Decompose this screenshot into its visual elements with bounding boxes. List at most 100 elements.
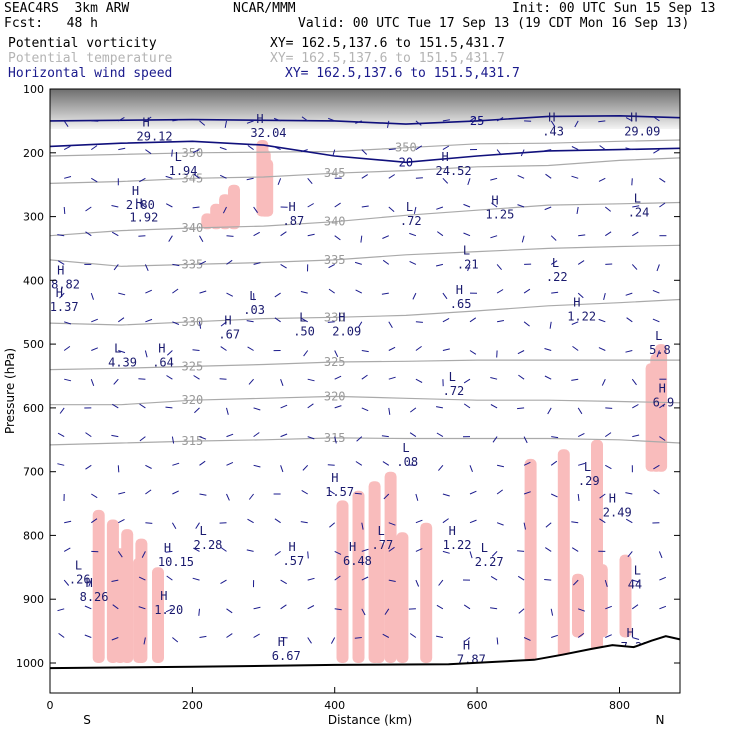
wind-vector — [165, 203, 173, 208]
wind-vector — [220, 546, 227, 552]
wind-vector — [193, 173, 200, 179]
wind-vector — [520, 149, 525, 157]
wind-vector — [246, 120, 254, 124]
wind-vector — [280, 404, 288, 409]
shading-patch — [524, 458, 537, 663]
theta-contour-label: 315 — [182, 434, 204, 448]
x-axis-title: Distance (km) — [328, 713, 412, 727]
wind-vector — [625, 147, 633, 151]
wind-vector — [496, 464, 505, 468]
wind-vector — [523, 522, 526, 530]
wind-vector — [361, 205, 369, 208]
wind-vector — [248, 378, 254, 385]
y-tick-label: 800 — [23, 529, 44, 542]
wind-vector — [496, 289, 504, 294]
org-label: NCAR/MMM — [233, 1, 296, 16]
extremum-marker: L — [175, 150, 182, 164]
wind-vector — [247, 346, 254, 351]
wind-vector — [165, 608, 173, 613]
wind-vector — [545, 547, 552, 552]
shading-patch — [557, 449, 570, 663]
wind-vector — [111, 434, 119, 438]
wind-vector — [544, 579, 552, 581]
wind-vector — [415, 493, 419, 501]
wind-vector — [381, 435, 389, 438]
y-axis-title: Pressure (hPa) — [3, 348, 17, 434]
wind-vector — [598, 318, 606, 323]
wind-vector — [355, 289, 363, 294]
wind-vector — [415, 345, 422, 351]
wind-vector — [467, 178, 471, 186]
wind-vector — [111, 205, 119, 208]
wind-vector — [332, 149, 336, 157]
wind-vector — [199, 436, 207, 440]
extremum-value: 32.04 — [250, 126, 286, 140]
wind-vector — [442, 145, 450, 151]
wind-vector — [357, 321, 363, 329]
legend-theta-name: Potential temperature — [8, 51, 173, 66]
wind-vector — [113, 378, 119, 385]
wind-vector — [226, 608, 233, 614]
wind-vector — [467, 264, 471, 272]
extremum-value: 1.94 — [169, 164, 198, 178]
extremum-marker: H — [132, 184, 139, 198]
wind-vector — [280, 231, 287, 237]
wind-vector — [409, 232, 417, 237]
extremum-marker: L — [299, 310, 306, 324]
wind-vector — [551, 634, 558, 638]
wind-vector — [652, 289, 660, 294]
wind-vector — [139, 403, 146, 409]
valid-label: Valid: 00 UTC Tue 17 Sep 13 (19 CDT Mon … — [298, 16, 690, 31]
wind-vector — [415, 321, 423, 323]
wind-vector — [274, 550, 281, 556]
wind-vector — [469, 519, 477, 524]
wind-vector — [334, 235, 341, 241]
wind-vector — [545, 522, 552, 528]
wind-vector — [145, 522, 153, 524]
wind-vector — [496, 522, 504, 526]
wind-vector — [219, 146, 227, 151]
model-label: SEAC4RS 3km ARW — [4, 1, 130, 16]
wind-vector — [625, 518, 633, 524]
wind-vector — [226, 433, 234, 438]
extremum-value: 1.22 — [443, 538, 472, 552]
shading-patch — [261, 159, 274, 217]
wind-vector — [328, 263, 335, 269]
wind-vector — [355, 120, 362, 124]
wind-vector — [118, 350, 126, 354]
shading-patch — [595, 564, 608, 638]
wind-vector — [605, 464, 612, 470]
wind-vector — [354, 637, 362, 639]
theta-contour-label: 345 — [324, 166, 346, 180]
wind-vector — [544, 375, 552, 380]
theta-contour — [49, 359, 680, 371]
wind-vector — [172, 462, 180, 466]
wind-vector — [220, 579, 227, 585]
wind-vector — [117, 465, 120, 473]
wind-vector — [165, 175, 173, 179]
wind-vector — [219, 174, 227, 179]
x-tick-label: 600 — [467, 699, 488, 712]
x-tick-label: 800 — [609, 699, 630, 712]
wind-vector — [490, 607, 498, 610]
extremum-marker: L — [481, 541, 488, 555]
shading-patch — [114, 548, 127, 663]
wind-vector — [64, 378, 72, 382]
wind-vector — [605, 605, 612, 610]
wind-vector — [383, 493, 390, 500]
shading-patch — [384, 471, 397, 663]
wind-vector — [111, 231, 119, 237]
wind-vector — [199, 290, 207, 294]
wind-vector — [172, 321, 180, 325]
wind-vector — [388, 206, 395, 212]
extremum-marker: L — [463, 243, 470, 257]
wind-vector — [226, 235, 234, 237]
wind-vector — [118, 518, 125, 524]
extremum-marker: H — [449, 524, 456, 538]
theta-contour — [49, 244, 681, 267]
wind-vector — [571, 521, 579, 524]
legend-pv-xy: XY= 162.5,137.6 to 151.5,431.7 — [270, 36, 505, 51]
wind-vector — [388, 346, 396, 351]
wind-vector — [280, 433, 288, 438]
